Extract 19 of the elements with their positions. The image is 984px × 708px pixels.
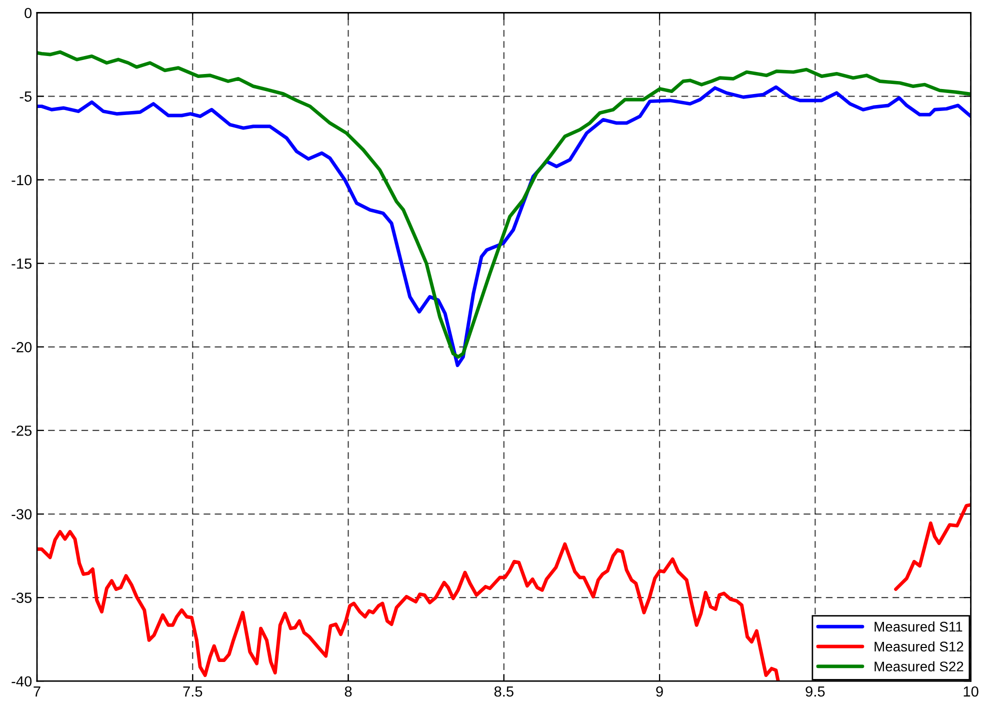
legend-label: Measured S11 [874,621,962,632]
y-tick-label: -15 [12,258,32,269]
x-tick-label: 8.5 [494,686,514,697]
y-tick-label: -20 [12,342,32,352]
x-tick-label: 9 [656,686,663,697]
x-tick-label: 7.5 [183,686,202,697]
y-tick-label: -25 [12,426,32,436]
x-tick-label: 7 [34,686,40,697]
x-tick-label: 10 [964,686,978,697]
legend-label: Measured S12 [874,641,964,652]
y-tick-label: -40 [12,676,32,687]
x-tick-label: 9.5 [806,686,825,697]
y-tick-label: -10 [12,174,32,186]
y-tick-label: -30 [12,509,32,520]
x-tick-label: 8 [344,686,352,697]
y-tick-label: -35 [12,592,32,603]
y-tick-label: 0 [24,8,32,18]
legend-label: Measured S22 [874,661,964,672]
y-tick-label: -5 [20,92,32,102]
